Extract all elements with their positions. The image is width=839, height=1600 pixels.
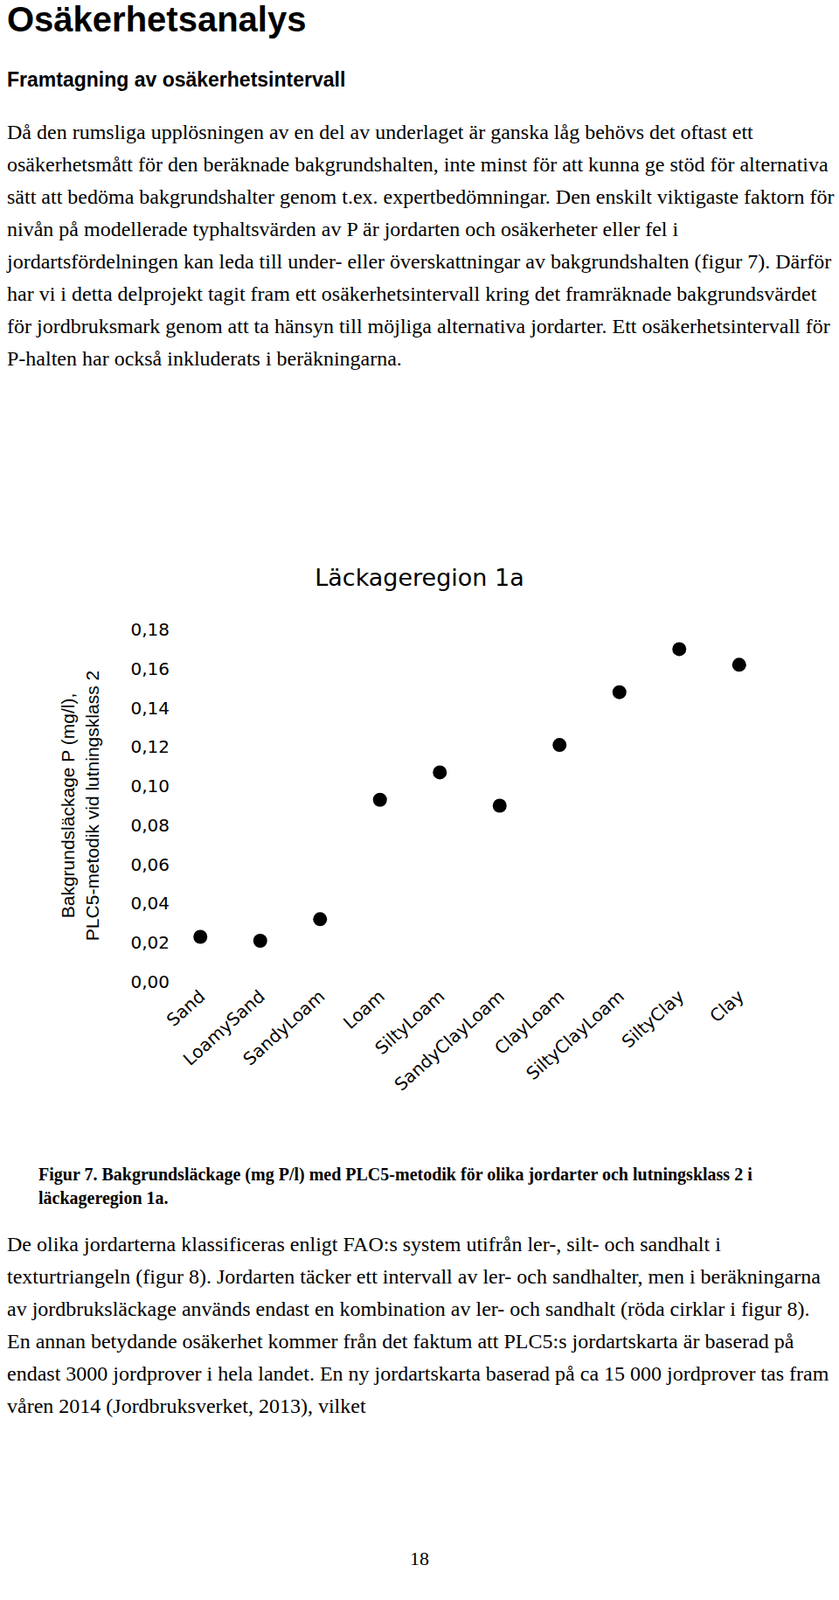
svg-text:SandyClayLoam: SandyClayLoam xyxy=(389,984,508,1095)
svg-text:Clay: Clay xyxy=(705,984,749,1027)
svg-text:0,04: 0,04 xyxy=(130,892,170,914)
svg-text:0,12: 0,12 xyxy=(130,735,170,757)
svg-text:0,18: 0,18 xyxy=(130,618,170,640)
html-text:Framtagning av osäkerhetsinter: Framtagning av osäkerhetsintervall xyxy=(6,68,346,91)
html-text:Figur 7. Bakgrundsläckage (mg: Figur 7. Bakgrundsläckage (mg P/l) med P… xyxy=(38,1164,753,1207)
svg-text:0,10: 0,10 xyxy=(130,775,170,797)
svg-text:Loam: Loam xyxy=(339,984,389,1033)
html-text:Då den rumsliga upplösningen a: Då den rumsliga upplösningen av en del a… xyxy=(6,120,835,370)
html-text:De olika jordarterna klassific: De olika jordarterna klassificeras enlig… xyxy=(6,1232,829,1417)
svg-text:SiltyLoam: SiltyLoam xyxy=(370,984,449,1059)
svg-text:0,00: 0,00 xyxy=(130,970,170,992)
svg-text:SiltyClayLoam: SiltyClayLoam xyxy=(521,984,628,1084)
svg-text:SiltyClay: SiltyClay xyxy=(617,984,688,1052)
svg-text:0,14: 0,14 xyxy=(130,697,170,719)
svg-text:0,16: 0,16 xyxy=(130,658,170,680)
svg-text:SandyLoam: SandyLoam xyxy=(238,984,329,1069)
svg-text:0,02: 0,02 xyxy=(130,931,170,953)
svg-text:Bakgrundsläckage P (mg/l),PLC5: Bakgrundsläckage P (mg/l),PLC5-metodik v… xyxy=(57,670,102,941)
svg-text:0,06: 0,06 xyxy=(130,853,170,875)
svg-text:0,08: 0,08 xyxy=(130,814,170,836)
svg-text:Läckageregion 1a: Läckageregion 1a xyxy=(314,563,525,591)
html-text:Osäkerhetsanalys: Osäkerhetsanalys xyxy=(6,0,307,39)
svg-text:Sand: Sand xyxy=(162,984,209,1031)
svg-text:ClayLoam: ClayLoam xyxy=(490,984,569,1059)
html-text:18: 18 xyxy=(409,1546,430,1569)
svg-text:LoamySand: LoamySand xyxy=(179,984,270,1069)
